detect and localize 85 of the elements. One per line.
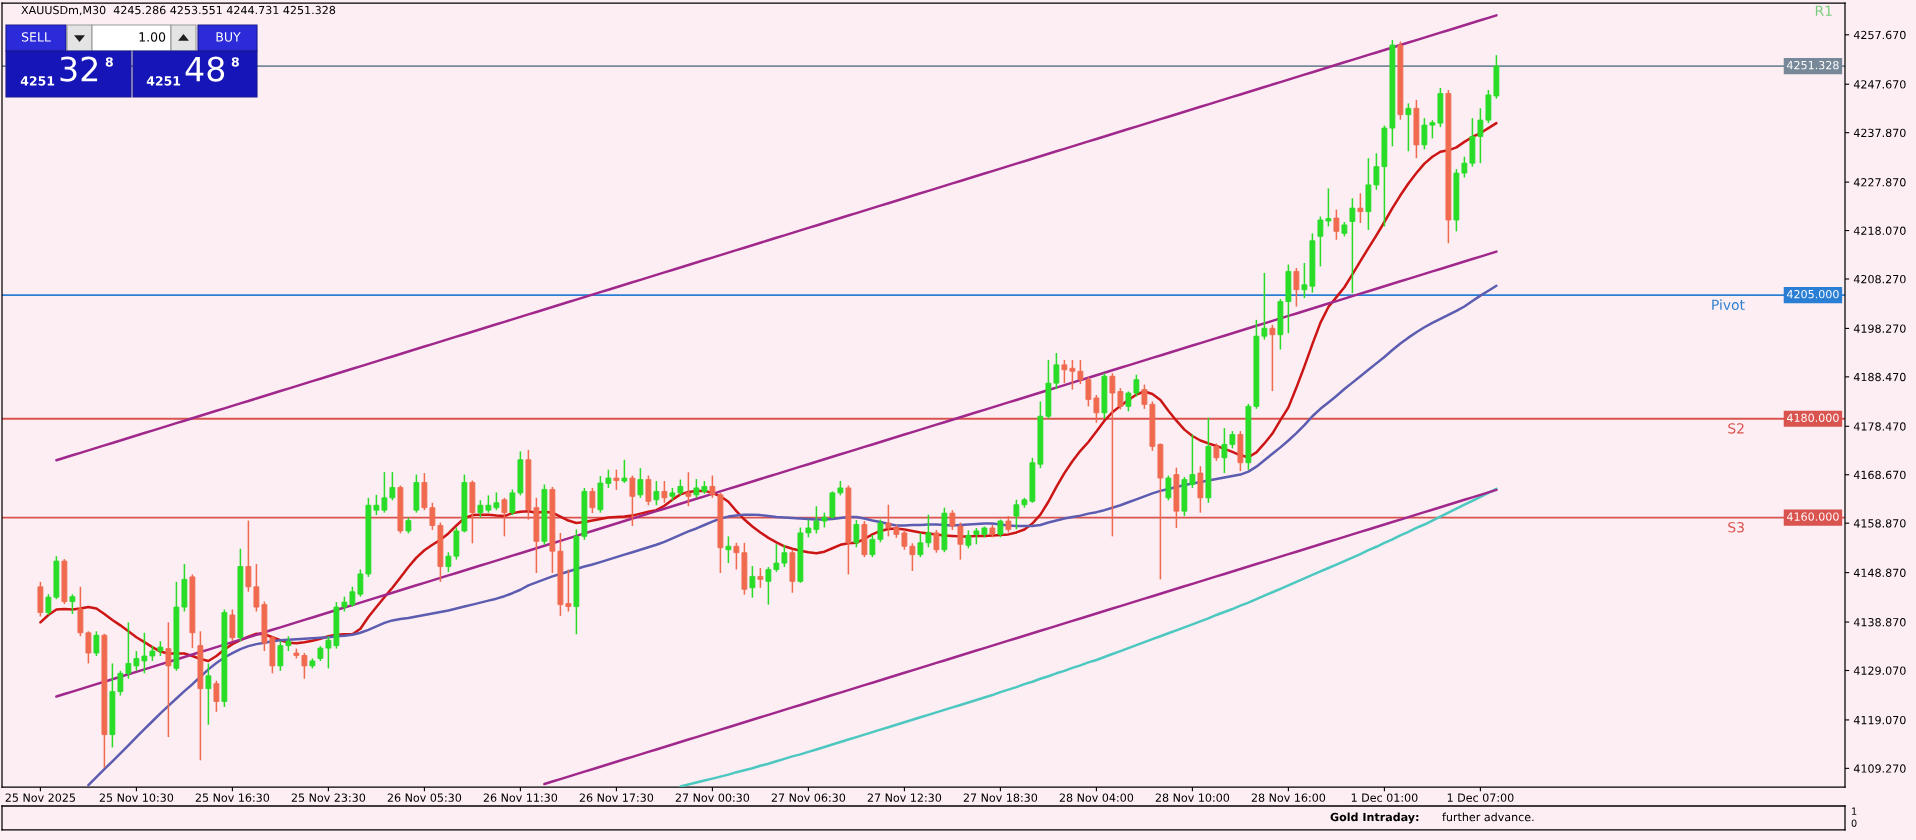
x-tick-label: 25 Nov 23:30 [291,793,366,802]
y-tick-label: 4168.670 [1853,470,1906,480]
text: further advance. [1442,812,1534,822]
line-series [87,284,1498,787]
annotation: 4251.328 [1786,60,1839,70]
x-tick-label: 28 Nov 16:00 [1251,793,1326,802]
candlestick [629,474,636,527]
y-tick-label: 4237.870 [1853,128,1906,138]
candlestick [613,468,620,491]
y-tick-label: 4198.270 [1853,324,1906,333]
candlestick [661,480,668,504]
candlestick [757,567,764,589]
text: 0 [1851,819,1857,827]
candlestick [637,467,644,499]
x-tick-label: 1 Dec 01:00 [1351,793,1418,802]
y-tick-label: 4138.870 [1853,618,1906,627]
candlestick [1357,192,1364,224]
y-tick-label: 4227.870 [1853,178,1906,187]
text: 1 [1852,807,1857,815]
annotation: 8 [231,57,239,67]
ref-line-label: S2 [1728,423,1744,434]
candlestick [621,458,628,484]
y-tick-label: 4208.270 [1853,274,1906,284]
annotation: 4205.000 [1786,289,1839,299]
line-series [55,250,1498,698]
candlestick [93,630,100,657]
x-tick-label: 26 Nov 11:30 [483,793,558,802]
text: Gold Intraday: [1330,812,1419,824]
line-series [55,14,1498,462]
y-tick-label: 4188.470 [1853,372,1906,382]
candlestick [589,487,596,514]
x-tick-label: 26 Nov 17:30 [579,793,654,802]
y-tick-label: 4148.870 [1853,568,1906,577]
candlestick [653,480,660,506]
y-tick-label: 4109.270 [1853,764,1906,773]
candlestick [1269,324,1276,392]
candlestick [69,593,76,615]
x-tick-label: 25 Nov 16:30 [195,793,270,802]
annotation: 1.00 [139,32,166,42]
ref-line-label: Pivot [1712,299,1745,311]
candlestick [749,565,756,599]
candlestick [165,621,172,738]
ref-line-label: S3 [1728,522,1744,533]
x-tick-label: 25 Nov 2025 [5,793,76,802]
x-tick-label: 27 Nov 12:30 [867,793,942,802]
candlestick [1349,197,1356,294]
candlestick [1165,474,1172,502]
y-tick-label: 4218.070 [1853,226,1906,235]
chart-title: XAUUSDm,M30 4245.286 4253.551 4244.731 4251.328 [21,5,336,16]
annotation: 4251 [20,76,55,86]
y-tick-label: 4129.070 [1853,666,1906,675]
y-tick-label: 4119.070 [1853,715,1906,725]
y-tick-label: 4257.670 [1853,30,1906,40]
candlestick [853,519,860,549]
y-tick-label: 4247.670 [1853,80,1906,89]
annotation: SELL [21,32,51,42]
x-tick-label: 25 Nov 10:30 [99,793,174,802]
candlestick [229,608,236,642]
candlestick [1333,208,1340,241]
y-tick-label: 4178.470 [1853,422,1906,431]
annotation: 48 [185,56,225,82]
x-tick-label: 27 Nov 06:30 [771,793,846,802]
annotation: 8 [105,57,113,67]
candlestick [1293,267,1300,308]
candlestick [933,529,940,554]
x-tick-label: 27 Nov 18:30 [963,793,1038,802]
annotation: 32 [60,56,98,82]
annotation: BUY [216,32,241,42]
candlestick [685,471,692,507]
candlestick [645,474,652,506]
candlestick [205,662,212,726]
candlestick [725,535,732,564]
candlestick [1405,102,1412,153]
annotation: 4251 [146,76,181,86]
x-tick-label: 27 Nov 00:30 [675,793,750,802]
candlestick [213,679,220,713]
y-tick-label: 4158.870 [1853,519,1906,528]
x-tick-label: 28 Nov 10:00 [1155,793,1230,802]
text: R1 [1815,5,1832,16]
x-tick-label: 1 Dec 07:00 [1447,793,1514,802]
x-tick-label: 26 Nov 05:30 [387,793,462,802]
annotation: 4160.000 [1786,512,1839,521]
x-tick-label: 28 Nov 04:00 [1059,793,1134,802]
candlestick [501,497,508,538]
annotation: 4180.000 [1786,413,1839,422]
